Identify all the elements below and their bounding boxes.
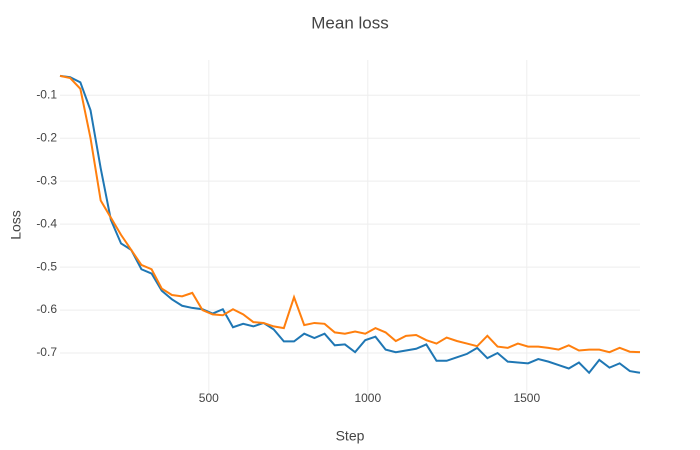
y-tick-label: -0.6 — [36, 302, 57, 316]
x-tick-label: 500 — [199, 391, 219, 405]
y-axis-title: Loss — [8, 210, 24, 240]
y-tick-label: -0.1 — [36, 87, 57, 101]
line-series — [59, 74, 641, 354]
y-tick-label: -0.2 — [36, 130, 57, 144]
y-tick-label: -0.4 — [36, 216, 57, 230]
x-axis-title: Step — [336, 428, 365, 444]
x-tick-label: 1500 — [513, 391, 540, 405]
y-tick-label: -0.5 — [36, 259, 57, 273]
line-series — [59, 74, 641, 375]
x-tick-label: 1000 — [354, 391, 381, 405]
y-tick-label: -0.3 — [36, 173, 57, 187]
chart-title: Mean loss — [311, 13, 388, 32]
y-tick-label: -0.7 — [36, 345, 57, 359]
